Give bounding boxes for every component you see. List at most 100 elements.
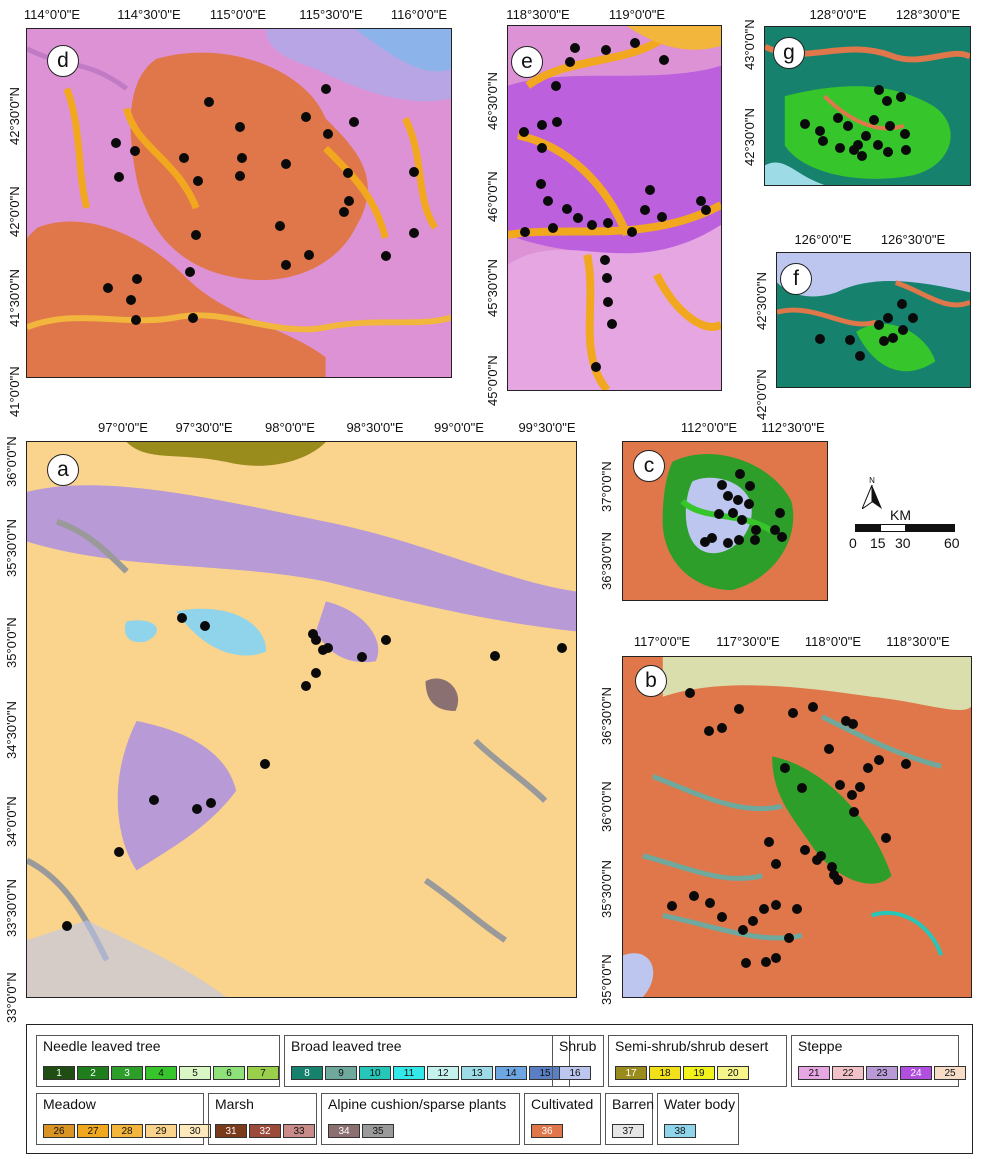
legend-swatch: 2 [77,1066,109,1080]
tick-f-x-0: 126°0'0"E [794,232,852,247]
legend-swatch: 12 [427,1066,459,1080]
scale-label-0: 0 [849,535,857,551]
tick-d-x-2: 115°0'0"E [209,7,267,22]
tick-a-y-0: 36°0'0"N [4,436,19,487]
legend-swatch: 28 [111,1124,143,1138]
scale-label-60: 60 [944,535,960,551]
legend-swatch: 14 [495,1066,527,1080]
legend-swatch: 20 [717,1066,749,1080]
tick-a-x-1: 97°30'0"E [175,420,233,435]
legend-group: Semi-shrub/shrub desert 17 18 19 20 [608,1035,787,1087]
map-f-landcover [777,253,970,387]
legend-swatch: 36 [531,1124,563,1138]
legend-group: Shrub 16 [552,1035,604,1087]
map-d-landcover [27,29,451,377]
tick-d-x-1: 114°30'0"E [117,7,181,22]
legend-swatch: 37 [612,1124,644,1138]
tick-b-y-1: 36°0'0"N [599,781,614,832]
legend-swatch: 31 [215,1124,247,1138]
panel-label-a: a [47,454,79,486]
legend-swatch: 13 [461,1066,493,1080]
legend-swatch: 33 [283,1124,315,1138]
legend-swatch: 1 [43,1066,75,1080]
legend-swatch: 17 [615,1066,647,1080]
tick-a-y-3: 34°30'0"N [4,701,19,759]
north-arrow: N [860,476,882,511]
legend-group: Steppe 21 22 23 24 25 [791,1035,966,1087]
tick-d-x-0: 114°0'0"E [23,7,81,22]
panel-label-f: f [780,263,812,295]
scale-bar-graphic [855,524,955,532]
map-panel-a: a [26,441,577,998]
legend-swatch: 22 [832,1066,864,1080]
legend-group-title: Meadow [43,1096,96,1112]
legend-group-title: Semi-shrub/shrub desert [615,1038,769,1054]
map-e-landcover [508,26,721,390]
scale-label-15: 15 [870,535,886,551]
legend-swatch: 3 [111,1066,143,1080]
legend-swatch: 5 [179,1066,211,1080]
panel-label-b: b [635,665,667,697]
tick-g-x-0: 128°0'0"E [809,7,867,22]
legend-group-title: Shrub [559,1038,597,1054]
legend-swatch: 34 [328,1124,360,1138]
tick-b-x-2: 118°0'0"E [804,634,862,649]
panel-label-c: c [633,450,665,482]
legend-group-title: Broad leaved tree [291,1038,402,1054]
legend-swatch: 25 [934,1066,966,1080]
legend-swatch: 9 [325,1066,357,1080]
tick-a-y-1: 35°30'0"N [4,519,19,577]
legend-swatch: 6 [213,1066,245,1080]
tick-e-x-0: 118°30'0"E [506,7,570,22]
legend-group: Needle leaved tree 1 2 3 4 5 6 7 [36,1035,280,1087]
tick-a-x-3: 98°30'0"E [346,420,404,435]
legend-group: Meadow 26 27 28 29 30 [36,1093,211,1145]
tick-d-y-1: 42°0'0"N [7,186,22,237]
tick-a-x-5: 99°30'0"E [518,420,576,435]
legend-swatch: 26 [43,1124,75,1138]
map-b-landcover [623,657,971,997]
legend-swatch: 8 [291,1066,323,1080]
tick-a-x-0: 97°0'0"E [98,420,148,435]
tick-d-y-0: 42°30'0"N [7,87,22,145]
legend-swatch: 15 [529,1066,561,1080]
legend-group: Marsh 31 32 33 [208,1093,317,1145]
legend-group-title: Barren [612,1096,655,1112]
tick-d-y-2: 41°30'0"N [7,269,22,327]
panel-label-g: g [773,37,805,69]
legend-group: Alpine cushion/sparse plants 34 35 [321,1093,520,1145]
legend-swatch: 7 [247,1066,279,1080]
tick-g-x-1: 128°30'0"E [895,7,961,22]
map-panel-d: d [26,28,452,378]
legend-group: Broad leaved tree 8 9 10 11 12 13 14 15 [284,1035,570,1087]
legend-group: Barren 37 [605,1093,655,1145]
map-panel-c: c [622,441,828,601]
legend-swatch: 11 [393,1066,425,1080]
tick-a-x-2: 98°0'0"E [265,420,315,435]
tick-b-x-3: 118°30'0"E [886,634,950,649]
tick-e-x-1: 119°0'0"E [608,7,666,22]
legend-swatch: 23 [866,1066,898,1080]
tick-b-y-0: 36°30'0"N [599,687,614,745]
tick-c-y-0: 37°0'0"N [599,461,614,512]
legend-swatch: 21 [798,1066,830,1080]
panel-label-d: d [47,45,79,77]
tick-b-x-1: 117°30'0"E [716,634,780,649]
map-panel-f: f [776,252,971,388]
legend-swatch: 16 [559,1066,591,1080]
scale-label-30: 30 [895,535,911,551]
tick-a-y-6: 33°0'0"N [4,972,19,1023]
legend-swatch: 29 [145,1124,177,1138]
tick-d-y-3: 41°0'0"N [7,366,22,417]
north-arrow-icon [860,484,882,511]
map-panel-b: b [622,656,972,998]
map-a-landcover [27,442,576,997]
legend-swatch: 27 [77,1124,109,1138]
tick-f-y-0: 42°30'0"N [754,272,769,330]
tick-e-y-2: 45°30'0"N [485,259,500,317]
tick-c-x-1: 112°30'0"E [761,420,825,435]
tick-d-x-4: 116°0'0"E [390,7,448,22]
legend-group: Cultivated 36 [524,1093,601,1145]
legend-group-title: Marsh [215,1096,254,1112]
legend-swatch: 19 [683,1066,715,1080]
